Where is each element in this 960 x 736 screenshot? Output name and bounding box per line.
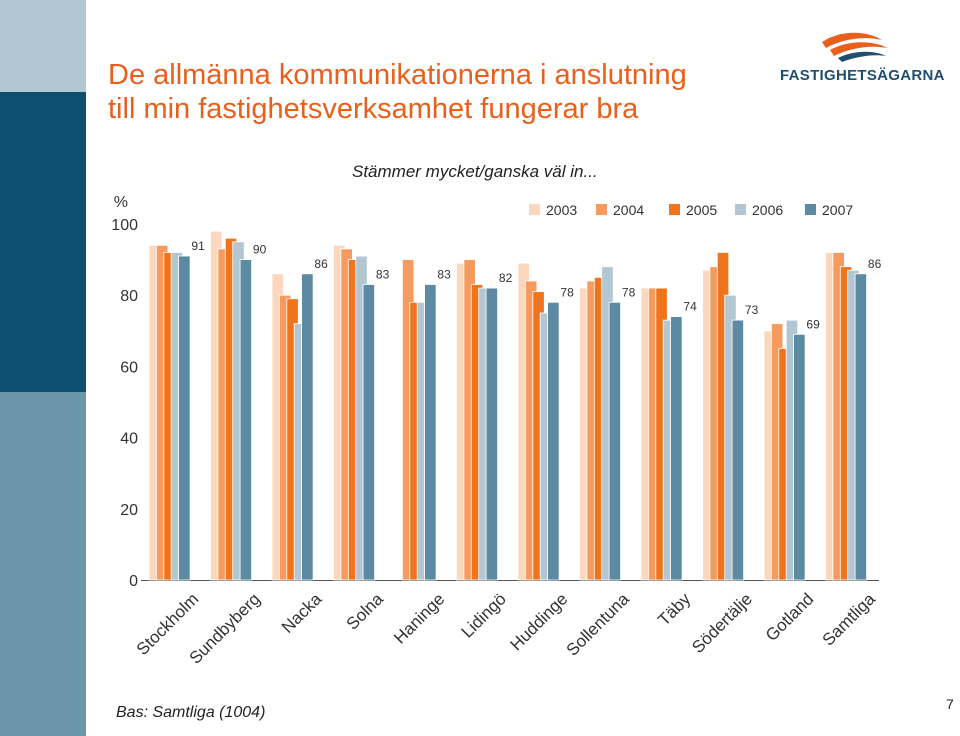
legend-label: 2005 <box>686 202 717 218</box>
legend-label: 2004 <box>613 202 644 218</box>
bar <box>485 287 499 581</box>
data-label: 78 <box>560 285 574 299</box>
bar <box>547 301 560 581</box>
chart-subtitle: Stämmer mycket/ganska väl in... <box>352 162 598 181</box>
legend-swatch <box>529 204 540 215</box>
bar <box>731 319 744 581</box>
bar <box>793 333 806 581</box>
brand-name: FASTIGHETSÄGARNA <box>780 67 945 84</box>
category-label: Huddinge <box>506 589 571 654</box>
legend-label: 2003 <box>546 202 577 218</box>
title-line-2: till min fastighetsverksamhet fungerar b… <box>108 93 639 125</box>
legend-swatch <box>805 204 816 215</box>
bar <box>608 301 621 581</box>
base-footnote: Bas: Samtliga (1004) <box>116 704 266 721</box>
data-label: 91 <box>191 239 205 253</box>
category-label: Haninge <box>390 589 448 647</box>
category-label: Solna <box>343 589 388 634</box>
data-label: 78 <box>622 285 636 299</box>
bar <box>239 259 253 581</box>
data-label: 82 <box>499 271 513 285</box>
category-label: Södertälje <box>688 589 756 657</box>
y-tick-label: 20 <box>120 502 138 519</box>
data-label: 69 <box>806 317 820 331</box>
bar <box>670 316 683 581</box>
title-line-1: De allmänna kommunikationerna i anslutni… <box>108 59 687 91</box>
legend-label: 2007 <box>822 202 853 218</box>
bar <box>424 284 437 581</box>
page-title: De allmänna kommunikationerna i anslutni… <box>108 58 788 126</box>
category-label: Lidingö <box>458 589 510 641</box>
bar <box>362 284 376 581</box>
category-label: Nacka <box>278 589 326 637</box>
y-tick-label: 60 <box>120 359 138 376</box>
category-label: Täby <box>654 589 695 630</box>
category-label: Gotland <box>762 589 818 645</box>
y-tick-label: 80 <box>120 288 138 305</box>
y-tick-label: 0 <box>129 573 138 590</box>
legend-label: 2006 <box>752 202 783 218</box>
legend-swatch <box>596 204 607 215</box>
category-label: Sollentuna <box>563 589 634 660</box>
y-tick-label: 100 <box>111 217 138 234</box>
category-label: Samtliga <box>819 589 880 650</box>
data-label: 74 <box>683 300 697 314</box>
decor-stripe-mid <box>0 92 86 392</box>
brand-logo-icon <box>822 32 888 62</box>
data-label: 90 <box>253 243 267 257</box>
data-label: 83 <box>376 268 390 282</box>
bar <box>301 273 314 581</box>
y-tick-label: 40 <box>120 431 138 448</box>
legend-swatch <box>735 204 746 215</box>
data-label: 83 <box>437 268 451 282</box>
y-axis-unit: % <box>114 194 128 211</box>
data-label: 73 <box>745 303 759 317</box>
decor-stripe-top <box>0 0 86 92</box>
legend-swatch <box>669 204 680 215</box>
data-label: 86 <box>868 257 882 271</box>
bar <box>178 255 191 581</box>
data-label: 86 <box>314 257 328 271</box>
bar <box>854 273 867 581</box>
decor-stripe-bottom <box>0 392 86 736</box>
page-number: 7 <box>946 696 954 712</box>
